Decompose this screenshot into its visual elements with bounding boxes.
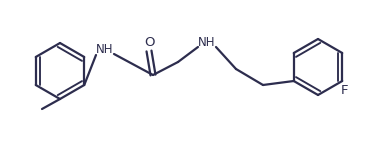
Text: NH: NH: [96, 42, 114, 56]
Text: NH: NH: [198, 35, 216, 49]
Text: F: F: [341, 83, 348, 96]
Text: O: O: [144, 35, 154, 49]
